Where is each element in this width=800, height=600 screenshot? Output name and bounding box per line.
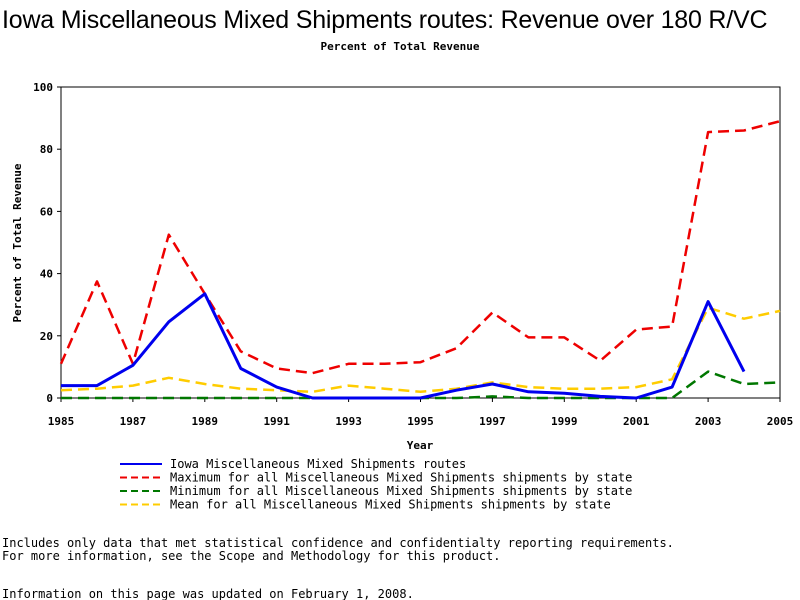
x-tick-label: 2003 <box>695 415 722 428</box>
y-tick-label: 80 <box>40 143 53 156</box>
x-tick-label: 1987 <box>120 415 147 428</box>
updated-note: Information on this page was updated on … <box>2 587 414 600</box>
x-tick-label: 1989 <box>192 415 219 428</box>
chart-subtitle: Percent of Total Revenue <box>320 40 480 53</box>
series-line-iowa-miscellaneous-mixed-shipments-route <box>61 292 746 400</box>
legend-label: Mean for all Miscellaneous Mixed Shipmen… <box>170 498 611 512</box>
legend-label: Maximum for all Miscellaneous Mixed Ship… <box>170 471 632 485</box>
series-line-mean-for-all-miscellaneous-mixed-shipmen <box>60 306 781 394</box>
x-tick-label: 1995 <box>407 415 434 428</box>
x-tick-label: 1985 <box>48 415 75 428</box>
x-tick-label: 2001 <box>623 415 650 428</box>
line-chart: 1985 1987 1989 1991 1993 1995 1997 1999 2001 2003… <box>11 81 793 512</box>
series-layer <box>59 119 781 400</box>
legend-label: Iowa Miscellaneous Mixed Shipments route… <box>170 457 466 471</box>
series-line-maximum-for-all-miscellaneous-mixed-ship <box>59 119 781 375</box>
x-tick-label: 2005 <box>767 415 794 428</box>
y-tick-label: 100 <box>33 81 53 94</box>
footnote-line-2: For more information, see the Scope and … <box>2 549 501 563</box>
x-axis-title: Year <box>407 439 434 452</box>
y-tick-label: 40 <box>40 268 53 281</box>
chart-axes: 1985 1987 1989 1991 1993 1995 1997 1999 2001 2003… <box>33 81 793 428</box>
y-axis-title: Percent of Total Revenue <box>11 163 24 322</box>
x-tick-label: 1997 <box>479 415 506 428</box>
x-tick-label: 1991 <box>263 415 290 428</box>
x-tick-label: 1993 <box>335 415 362 428</box>
y-tick-label: 20 <box>40 330 53 343</box>
footnote-line-1: Includes only data that met statistical … <box>2 536 674 550</box>
x-tick-label: 1999 <box>551 415 578 428</box>
legend: Iowa Miscellaneous Mixed Shipments route… <box>120 457 632 512</box>
chart-title: Iowa Miscellaneous Mixed Shipments route… <box>2 6 768 34</box>
legend-label: Minimum for all Miscellaneous Mixed Ship… <box>170 484 632 498</box>
y-tick-label: 60 <box>40 205 53 218</box>
y-tick-label: 0 <box>46 392 53 405</box>
plot-frame <box>60 86 781 399</box>
